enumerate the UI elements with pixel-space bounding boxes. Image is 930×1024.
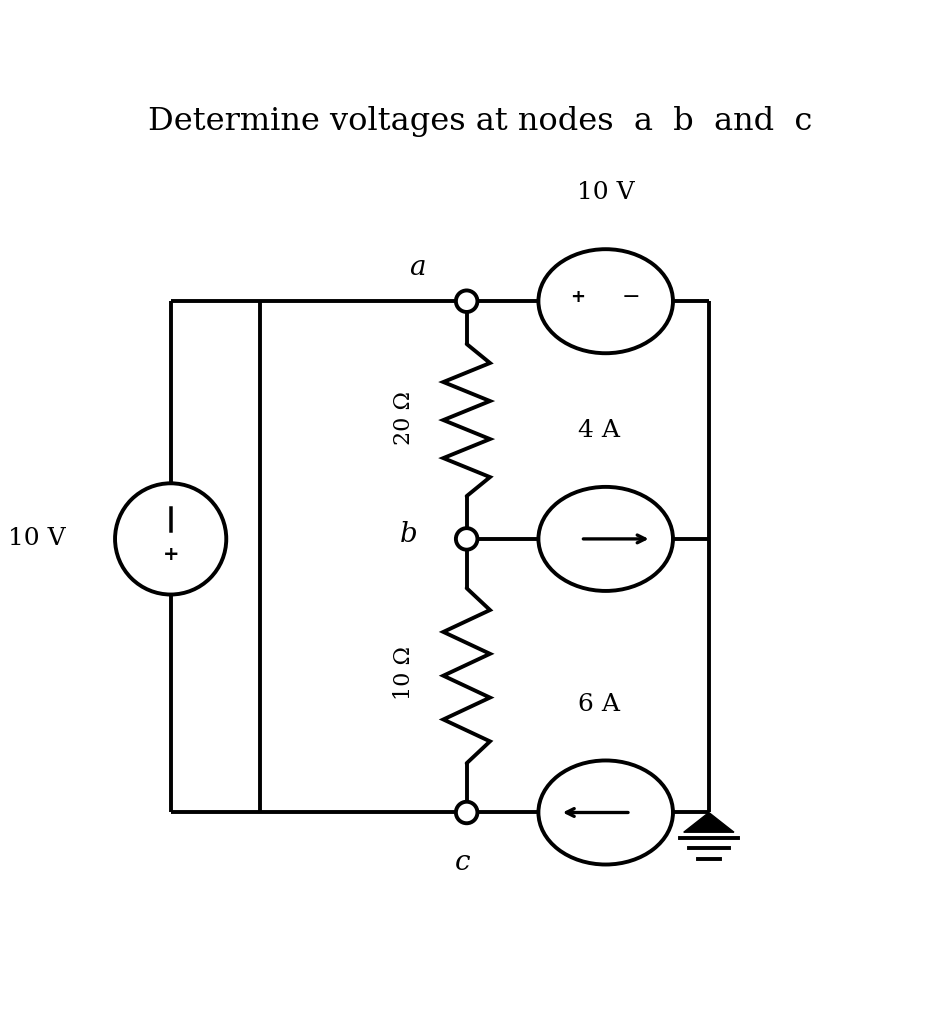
Text: +: + bbox=[163, 545, 179, 564]
Text: c: c bbox=[455, 849, 470, 877]
Text: a: a bbox=[409, 254, 426, 281]
Text: 10 Ω: 10 Ω bbox=[392, 646, 415, 700]
Circle shape bbox=[456, 802, 477, 823]
Text: b: b bbox=[400, 521, 418, 548]
Text: 6 A: 6 A bbox=[578, 692, 620, 716]
Text: 10 V: 10 V bbox=[577, 181, 634, 205]
Text: 20 Ω: 20 Ω bbox=[392, 391, 415, 444]
Text: 10 V: 10 V bbox=[8, 527, 66, 551]
Text: 4 A: 4 A bbox=[578, 419, 620, 442]
Circle shape bbox=[456, 291, 477, 312]
Polygon shape bbox=[684, 812, 734, 833]
Text: −: − bbox=[622, 287, 641, 307]
Text: Determine voltages at nodes  a  b  and  c: Determine voltages at nodes a b and c bbox=[148, 106, 812, 137]
Text: +: + bbox=[570, 288, 585, 306]
Circle shape bbox=[456, 528, 477, 550]
